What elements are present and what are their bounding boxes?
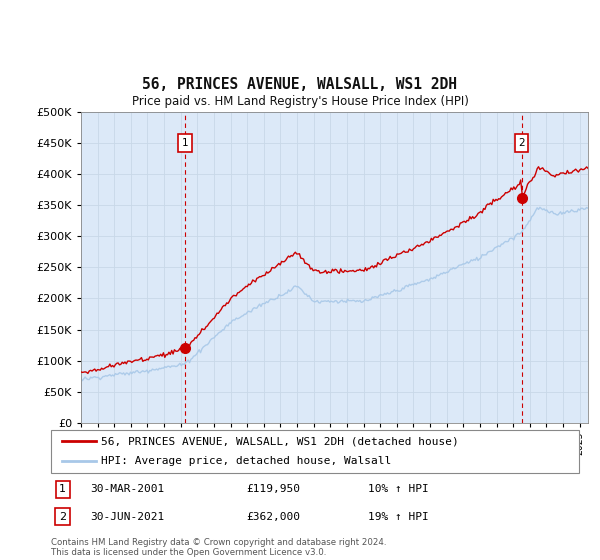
Text: 30-MAR-2001: 30-MAR-2001 <box>91 484 165 494</box>
Text: 1: 1 <box>182 138 188 148</box>
Text: 19% ↑ HPI: 19% ↑ HPI <box>368 512 428 522</box>
Text: Price paid vs. HM Land Registry's House Price Index (HPI): Price paid vs. HM Land Registry's House … <box>131 95 469 108</box>
Text: 56, PRINCES AVENUE, WALSALL, WS1 2DH: 56, PRINCES AVENUE, WALSALL, WS1 2DH <box>143 77 458 92</box>
Text: 56, PRINCES AVENUE, WALSALL, WS1 2DH (detached house): 56, PRINCES AVENUE, WALSALL, WS1 2DH (de… <box>101 436 459 446</box>
Text: Contains HM Land Registry data © Crown copyright and database right 2024.
This d: Contains HM Land Registry data © Crown c… <box>51 538 386 557</box>
Text: 2: 2 <box>518 138 525 148</box>
Text: HPI: Average price, detached house, Walsall: HPI: Average price, detached house, Wals… <box>101 456 391 466</box>
Text: 30-JUN-2021: 30-JUN-2021 <box>91 512 165 522</box>
Text: £119,950: £119,950 <box>247 484 301 494</box>
Text: £362,000: £362,000 <box>247 512 301 522</box>
Text: 10% ↑ HPI: 10% ↑ HPI <box>368 484 428 494</box>
Text: 1: 1 <box>59 484 66 494</box>
Text: 2: 2 <box>59 512 66 522</box>
